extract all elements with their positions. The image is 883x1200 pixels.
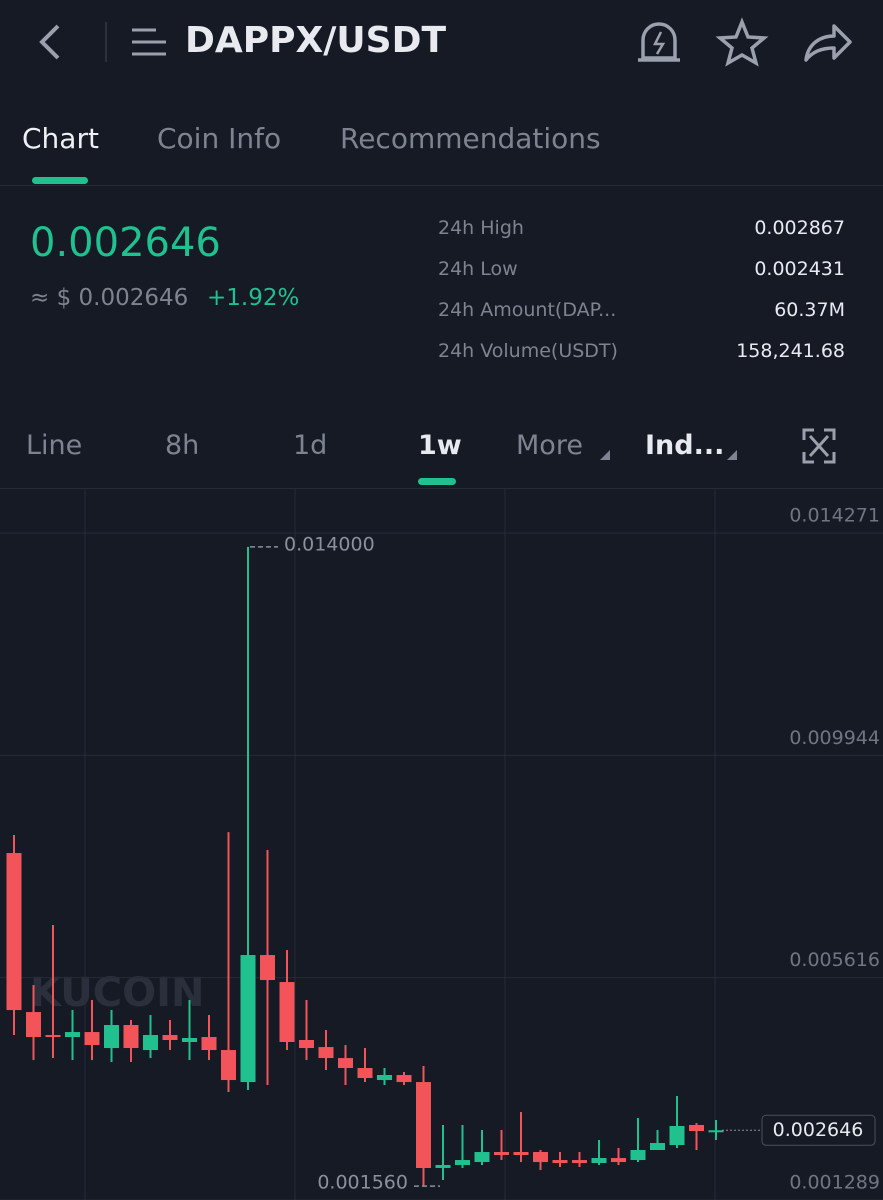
divider: [0, 488, 883, 489]
last-price-label: 0.002646: [773, 1119, 864, 1141]
candle-body: [591, 1158, 607, 1164]
candle-body: [318, 1047, 334, 1059]
back-icon[interactable]: [39, 24, 60, 60]
candle-body: [104, 1025, 119, 1049]
interval[interactable]: 1d: [293, 430, 328, 461]
candle-body: [435, 1165, 451, 1168]
candle-body: [221, 1050, 236, 1081]
dropdown-marker: [727, 450, 737, 460]
interval[interactable]: 8h: [165, 430, 200, 461]
vertical-grid: [84, 489, 716, 1200]
candle-body: [299, 1040, 314, 1049]
y-tick-label: 0.014271: [789, 505, 880, 527]
last-price-box: [761, 1114, 876, 1146]
candle-body: [357, 1068, 373, 1079]
stat-label: 24h Volume(USDT): [438, 340, 618, 362]
last-price: 0.002646: [30, 220, 221, 266]
tab-indicator: [32, 177, 88, 184]
tab[interactable]: Coin Info: [157, 122, 282, 155]
interval[interactable]: 1w: [418, 430, 462, 461]
candle-body: [338, 1058, 353, 1069]
candle-body: [201, 1037, 217, 1051]
stat-value: 60.37M: [774, 299, 845, 321]
candle-body: [123, 1025, 139, 1049]
interval[interactable]: More: [516, 430, 583, 461]
candle-body: [182, 1038, 197, 1043]
candle-body: [630, 1150, 646, 1161]
candle-body: [689, 1124, 704, 1131]
interval-indicator: [418, 478, 456, 485]
candle-body: [65, 1032, 80, 1038]
candle-body: [552, 1160, 568, 1164]
candle-body: [396, 1074, 412, 1083]
tab[interactable]: Chart: [22, 122, 99, 155]
stat-value: 0.002867: [754, 217, 845, 239]
candle-body: [377, 1074, 392, 1081]
interval[interactable]: Ind...: [645, 430, 725, 461]
candle-body: [611, 1158, 626, 1163]
y-tick-label: 0.009944: [789, 727, 880, 749]
stat-value: 0.002431: [754, 258, 845, 280]
candle-body: [416, 1082, 431, 1168]
pair-title: DAPPX/USDT: [185, 20, 447, 61]
share-icon[interactable]: [804, 24, 852, 62]
candle-body: [513, 1152, 529, 1155]
usd-price: ≈ $ 0.002646: [30, 285, 189, 311]
candle-body: [45, 1035, 61, 1038]
candle-body: [494, 1152, 509, 1155]
dropdown-marker: [600, 450, 610, 460]
divider: [0, 185, 883, 186]
tab[interactable]: Recommendations: [340, 122, 601, 155]
min-label: 0.001560: [317, 1172, 408, 1194]
candle-body: [260, 955, 275, 981]
watermark: KUCOIN: [30, 970, 205, 1016]
candle-body: [474, 1152, 490, 1163]
candle-body: [84, 1032, 100, 1046]
y-tick-label: 0.001289: [789, 1172, 880, 1194]
interval-icons: [418, 428, 836, 485]
candle-body: [455, 1160, 470, 1166]
candle-body: [162, 1035, 178, 1041]
candle-body: [26, 1012, 41, 1038]
candle-body: [143, 1035, 158, 1051]
candle-body: [533, 1152, 548, 1163]
stat-value: 158,241.68: [736, 340, 845, 362]
candle-body: [650, 1143, 665, 1151]
candle-body: [669, 1126, 685, 1146]
max-label: 0.014000: [284, 533, 375, 555]
y-tick-label: 0.005616: [789, 949, 880, 971]
candle-body: [708, 1130, 724, 1133]
change: +1.92%: [207, 285, 300, 311]
header-icons: [39, 17, 852, 67]
stat-label: 24h Amount(DAP...: [438, 299, 617, 321]
stat-label: 24h High: [438, 217, 524, 239]
candle-body: [572, 1160, 587, 1164]
fullscreen-icon[interactable]: [802, 428, 836, 464]
interval[interactable]: Line: [26, 430, 83, 461]
alert-icon[interactable]: [638, 22, 680, 62]
candle-body: [240, 955, 256, 1083]
stat-label: 24h Low: [438, 258, 518, 280]
menu-icon[interactable]: [132, 28, 166, 56]
candle-body: [6, 853, 22, 1011]
candle-body: [279, 982, 295, 1043]
favorite-icon[interactable]: [715, 17, 769, 67]
